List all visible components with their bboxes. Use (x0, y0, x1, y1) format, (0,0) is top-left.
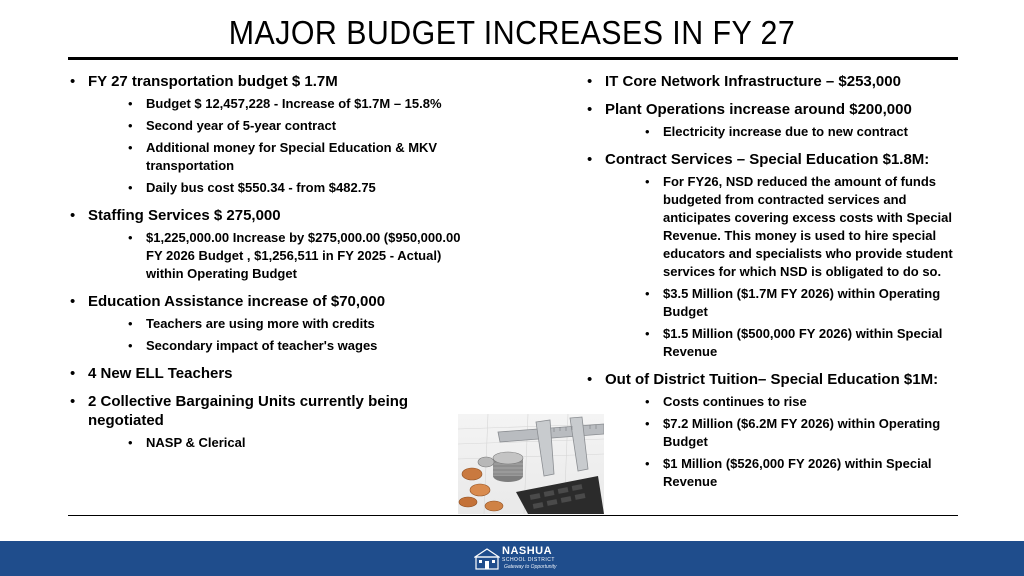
sub-bullet: Electricity increase due to new contract (605, 123, 970, 141)
bullet-transportation: FY 27 transportation budget $ 1.7M Budge… (68, 72, 468, 197)
sub-bullet: $7.2 Million ($6.2M FY 2026) within Oper… (605, 415, 970, 451)
footer-bar (0, 541, 1024, 576)
bullet-text: Education Assistance increase of $70,000 (88, 293, 386, 310)
nashua-logo: NASHUA SCHOOL DISTRICT Gateway to Opport… (474, 545, 564, 573)
bullet-text: IT Core Network Infrastructure – $253,00… (605, 73, 901, 90)
bullet-education-assistance: Education Assistance increase of $70,000… (68, 292, 468, 355)
bullet-it-network: IT Core Network Infrastructure – $253,00… (585, 72, 970, 91)
sub-bullet: Costs continues to rise (605, 393, 970, 411)
sub-bullet: $1.5 Million ($500,000 FY 2026) within S… (605, 325, 970, 361)
bullet-ell-teachers: 4 New ELL Teachers (68, 364, 468, 383)
left-column: FY 27 transportation budget $ 1.7M Budge… (68, 70, 468, 452)
bottom-divider (68, 515, 958, 516)
slide-title: MAJOR BUDGET INCREASES IN FY 27 (228, 14, 796, 51)
logo-tagline: Gateway to Opportunity (504, 564, 557, 570)
sub-bullet: Additional money for Special Education &… (88, 139, 468, 175)
coins-calculator-photo (458, 414, 604, 514)
right-column: IT Core Network Infrastructure – $253,00… (585, 70, 970, 491)
sub-bullet: $3.5 Million ($1.7M FY 2026) within Oper… (605, 285, 970, 321)
sub-bullet: Daily bus cost $550.34 - from $482.75 (88, 179, 468, 197)
sub-bullet: Budget $ 12,457,228 - Increase of $1.7M … (88, 95, 468, 113)
logo-name: NASHUA (502, 545, 553, 557)
bullet-plant-operations: Plant Operations increase around $200,00… (585, 100, 970, 141)
logo-subtitle: SCHOOL DISTRICT (502, 557, 555, 563)
bullet-out-of-district: Out of District Tuition– Special Educati… (585, 370, 970, 491)
sub-bullet: $1 Million ($526,000 FY 2026) within Spe… (605, 455, 970, 491)
bullet-bargaining-units: 2 Collective Bargaining Units currently … (68, 392, 468, 452)
sub-bullet: NASP & Clerical (88, 434, 468, 452)
sub-bullet: $1,225,000.00 Increase by $275,000.00 ($… (88, 229, 468, 283)
bullet-text: 4 New ELL Teachers (88, 365, 233, 382)
school-building-icon (474, 548, 500, 570)
bullet-text: Staffing Services $ 275,000 (88, 207, 281, 224)
bullet-contract-services: Contract Services – Special Education $1… (585, 150, 970, 361)
sub-bullet: Teachers are using more with credits (88, 315, 468, 333)
bullet-text: Out of District Tuition– Special Educati… (605, 371, 939, 388)
bullet-staffing: Staffing Services $ 275,000 $1,225,000.0… (68, 206, 468, 283)
bullet-text: 2 Collective Bargaining Units currently … (88, 393, 409, 429)
sub-bullet: Second year of 5-year contract (88, 117, 468, 135)
bullet-text: Plant Operations increase around $200,00… (605, 101, 912, 118)
sub-bullet: For FY26, NSD reduced the amount of fund… (605, 173, 970, 281)
bullet-text: Contract Services – Special Education $1… (605, 151, 930, 168)
coins-calculator-illustration (458, 414, 604, 514)
sub-bullet: Secondary impact of teacher's wages (88, 337, 468, 355)
bullet-text: FY 27 transportation budget $ 1.7M (88, 73, 338, 90)
title-divider (68, 57, 958, 60)
